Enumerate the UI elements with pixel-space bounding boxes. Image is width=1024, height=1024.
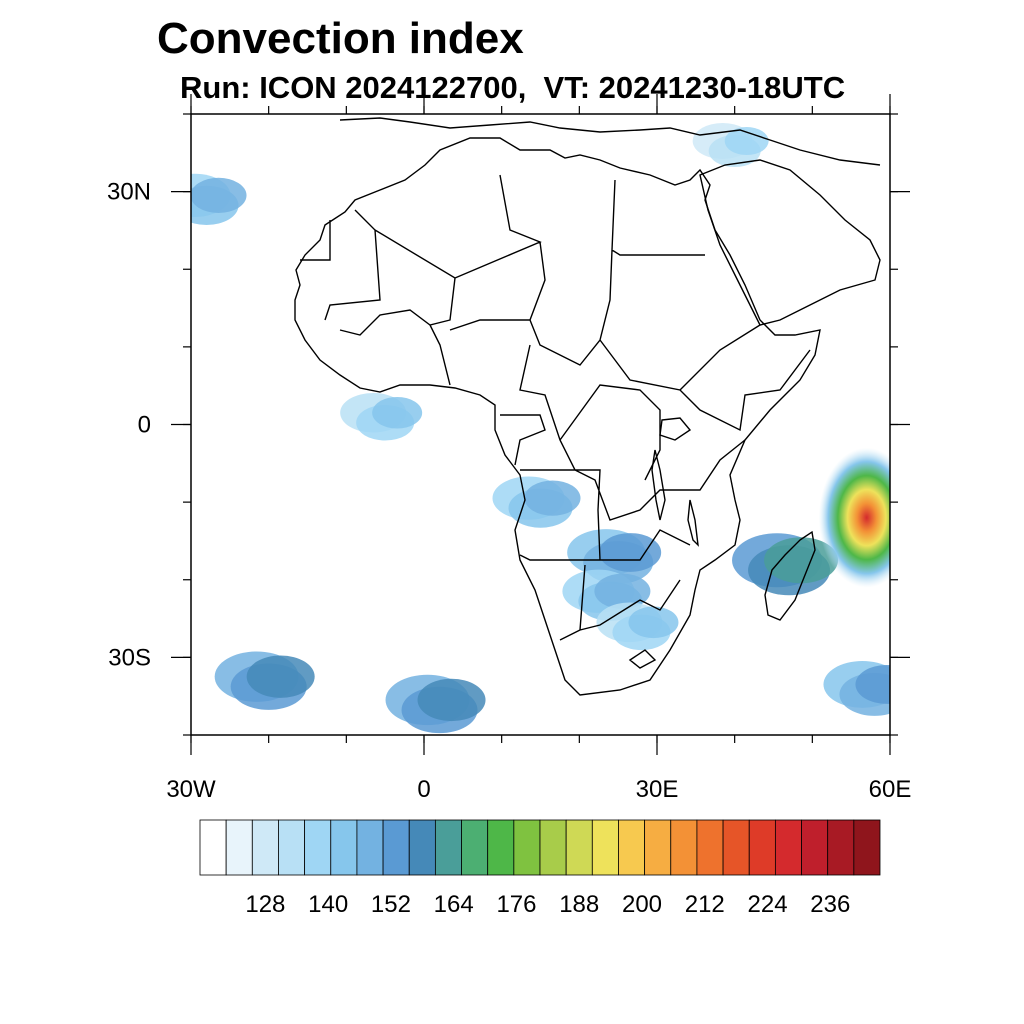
colorbar-label: 140 <box>308 891 348 918</box>
colorbar-swatch <box>591 819 619 876</box>
colorbar-swatch <box>670 819 698 876</box>
colorbar-swatch <box>251 819 279 876</box>
lon-tick-label: 0 <box>417 776 430 803</box>
field-region <box>599 533 662 572</box>
colorbar-swatch <box>513 819 541 876</box>
madagascar-coastline <box>764 530 816 621</box>
colorbar-swatch <box>199 819 227 876</box>
africa-coastline <box>294 137 821 696</box>
field-region <box>724 127 769 156</box>
colorbar-swatch <box>748 819 776 876</box>
chart-title: Convection index <box>157 14 524 63</box>
field-region <box>628 606 679 639</box>
country-borders <box>300 174 811 669</box>
field-region <box>818 447 890 588</box>
colorbar-swatch <box>356 819 384 876</box>
lat-tick-label: 30N <box>107 179 151 206</box>
lat-tick-label: 30S <box>108 644 151 671</box>
colorbar-swatch <box>434 819 462 876</box>
colorbar-label: 188 <box>559 891 599 918</box>
colorbar-swatch <box>853 819 881 876</box>
coastlines-borders <box>294 117 881 696</box>
field-region <box>524 480 581 516</box>
field-region <box>372 396 423 429</box>
lon-tick-label: 60E <box>869 776 912 803</box>
lake-victoria <box>659 417 692 441</box>
field-region <box>594 573 651 609</box>
colorbar-label: 224 <box>748 891 788 918</box>
colorbar-label: 164 <box>434 891 474 918</box>
colorbar-swatch <box>801 819 829 876</box>
colorbar-swatch <box>278 819 306 876</box>
colorbar-label: 128 <box>245 891 285 918</box>
colorbar-swatch <box>487 819 515 876</box>
colorbar-swatch <box>539 819 567 876</box>
colorbar-label: 212 <box>685 891 725 918</box>
colorbar-swatch <box>304 819 332 876</box>
field-region <box>246 655 315 698</box>
colorbar-swatch <box>408 819 436 876</box>
colorbar-swatch <box>696 819 724 876</box>
lake-malawi <box>687 499 699 547</box>
colorbar-swatch <box>461 819 489 876</box>
colorbar-label: 200 <box>622 891 662 918</box>
convection-field <box>191 123 890 734</box>
colorbar-swatch <box>644 819 672 876</box>
lon-tick-label: 30W <box>166 776 216 803</box>
colorbar-swatch <box>774 819 802 876</box>
field-region <box>191 177 247 213</box>
lat-tick-label: 0 <box>138 412 151 439</box>
colorbar-swatch <box>722 819 750 876</box>
lon-tick-label: 30E <box>636 776 679 803</box>
field-region <box>764 537 839 584</box>
arabia-coastline <box>699 159 881 326</box>
colorbar-label: 236 <box>810 891 850 918</box>
field-region <box>417 678 486 722</box>
colorbar-swatch <box>382 819 410 876</box>
colorbar-label: 152 <box>371 891 411 918</box>
field-region <box>855 665 890 704</box>
colorbar-swatch <box>618 819 646 876</box>
colorbar-swatch <box>225 819 253 876</box>
colorbar-swatch <box>330 819 358 876</box>
axis-ticks: 30W 0 30E 60E 30N 0 30S <box>107 94 911 803</box>
colorbar-swatch <box>565 819 593 876</box>
colorbar: 128 140 152 164 176 188 200 212 224 236 <box>199 819 881 918</box>
europe-coastline <box>339 117 881 166</box>
lake-tanganyika <box>651 449 666 521</box>
chart-subtitle: Run: ICON 2024122700, VT: 20241230-18UTC <box>180 70 846 105</box>
colorbar-swatch <box>827 819 855 876</box>
colorbar-label: 176 <box>496 891 536 918</box>
plot-frame <box>190 113 891 736</box>
